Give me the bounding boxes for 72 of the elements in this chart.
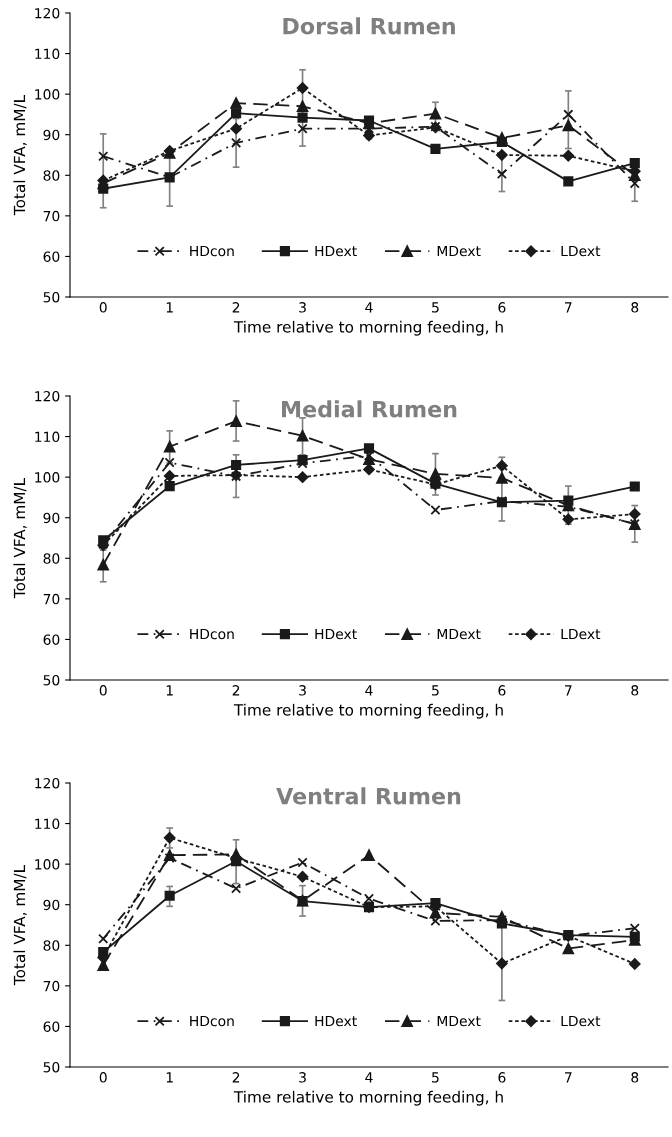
x-tick-label: 0 xyxy=(99,685,107,696)
y-tick-label: 70 xyxy=(43,980,60,992)
x-tick-label: 8 xyxy=(631,302,639,313)
y-tick-label: 120 xyxy=(35,390,60,402)
y-axis-title: Total VFA, mM/L xyxy=(13,94,27,216)
y-tick-label: 90 xyxy=(43,129,60,141)
x-tick-label: 3 xyxy=(299,1072,306,1083)
x-tick-label: 0 xyxy=(99,1072,107,1083)
x-tick-label: 7 xyxy=(565,302,572,313)
y-tick-label: 80 xyxy=(43,940,60,951)
legend-label: LDext xyxy=(561,628,601,640)
legend-label: MDext xyxy=(437,245,481,257)
y-tick-label: 120 xyxy=(35,777,60,789)
legend-label: LDext xyxy=(561,245,601,257)
x-tick-label: 8 xyxy=(631,685,639,696)
legend-label: HDext xyxy=(315,628,357,640)
y-tick-label: 100 xyxy=(35,859,60,870)
y-tick-label: 100 xyxy=(35,89,60,100)
x-tick-label: 0 xyxy=(99,302,107,313)
y-tick-label: 90 xyxy=(43,899,60,911)
y-tick-label: 50 xyxy=(43,1061,60,1073)
legend-label: HDext xyxy=(315,245,357,257)
x-tick-label: 2 xyxy=(232,1072,240,1083)
y-tick-label: 50 xyxy=(43,291,60,303)
legend-label: HDcon xyxy=(190,1015,234,1027)
x-tick-label: 7 xyxy=(565,685,572,696)
legend-label: MDext xyxy=(437,628,481,640)
x-axis-title: Time relative to morning feeding, h xyxy=(233,1090,503,1106)
x-tick-label: 1 xyxy=(166,685,173,696)
y-tick-label: 110 xyxy=(35,431,60,443)
x-tick-label: 5 xyxy=(432,685,439,696)
x-tick-label: 1 xyxy=(166,1072,173,1083)
x-tick-label: 1 xyxy=(166,302,173,313)
chart-title: Dorsal Rumen xyxy=(283,17,455,35)
x-tick-label: 8 xyxy=(631,1072,639,1083)
y-tick-label: 70 xyxy=(43,593,60,605)
x-tick-label: 3 xyxy=(299,302,306,313)
x-tick-label: 4 xyxy=(365,302,373,313)
y-tick-label: 90 xyxy=(43,512,60,524)
y-tick-label: 50 xyxy=(43,674,60,686)
chart-title: Medial Rumen xyxy=(282,400,457,418)
x-tick-label: 2 xyxy=(232,685,240,696)
legend-label: HDcon xyxy=(190,245,234,257)
x-tick-label: 3 xyxy=(299,685,306,696)
y-tick-label: 110 xyxy=(35,818,60,830)
x-tick-label: 6 xyxy=(498,685,506,696)
y-tick-label: 60 xyxy=(43,634,60,645)
x-tick-label: 7 xyxy=(565,1072,572,1083)
x-tick-label: 5 xyxy=(432,1072,439,1083)
y-tick-label: 70 xyxy=(43,210,60,222)
x-tick-label: 4 xyxy=(365,685,373,696)
y-tick-label: 80 xyxy=(43,553,60,564)
y-tick-label: 120 xyxy=(35,7,60,19)
y-tick-label: 60 xyxy=(43,251,60,262)
y-tick-label: 110 xyxy=(35,48,60,60)
legend-label: LDext xyxy=(561,1015,601,1027)
x-axis-title: Time relative to morning feeding, h xyxy=(233,320,503,336)
y-tick-label: 100 xyxy=(35,472,60,483)
x-tick-label: 4 xyxy=(365,1072,373,1083)
legend-label: HDcon xyxy=(190,628,234,640)
y-axis-title: Total VFA, mM/L xyxy=(13,864,27,986)
y-tick-label: 60 xyxy=(43,1021,60,1032)
y-axis-title: Total VFA, mM/L xyxy=(13,477,27,599)
x-tick-label: 6 xyxy=(498,1072,506,1083)
y-tick-label: 80 xyxy=(43,170,60,181)
x-axis-title: Time relative to morning feeding, h xyxy=(233,703,503,719)
x-tick-label: 6 xyxy=(498,302,506,313)
x-tick-label: 5 xyxy=(432,302,439,313)
x-tick-label: 2 xyxy=(232,302,240,313)
legend-label: MDext xyxy=(437,1015,481,1027)
legend-label: HDext xyxy=(315,1015,357,1027)
chart-title: Ventral Rumen xyxy=(276,787,461,805)
